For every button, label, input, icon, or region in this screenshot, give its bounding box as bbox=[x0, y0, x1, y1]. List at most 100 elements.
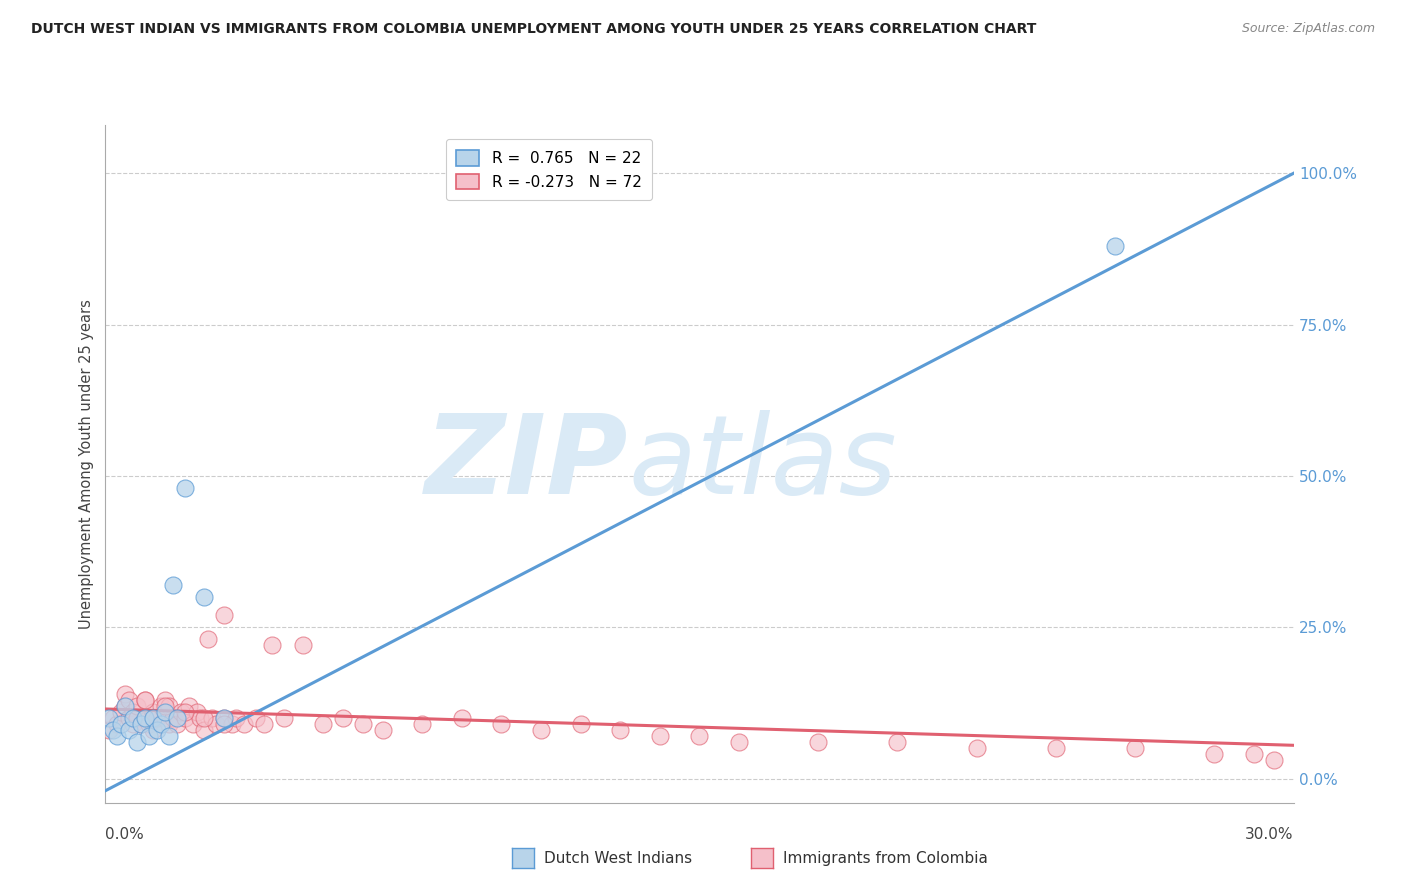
Point bbox=[173, 711, 195, 725]
Point bbox=[122, 711, 145, 725]
Point bbox=[142, 705, 165, 719]
Point bbox=[312, 717, 335, 731]
Point bbox=[332, 711, 354, 725]
Point bbox=[114, 698, 136, 713]
Point bbox=[530, 723, 553, 738]
Point bbox=[134, 711, 156, 725]
Point bbox=[129, 717, 152, 731]
Text: 0.0%: 0.0% bbox=[105, 827, 145, 841]
Point bbox=[352, 717, 374, 731]
Point bbox=[728, 735, 751, 749]
Point bbox=[157, 717, 180, 731]
Point bbox=[886, 735, 908, 749]
Point bbox=[807, 735, 830, 749]
Text: Source: ZipAtlas.com: Source: ZipAtlas.com bbox=[1241, 22, 1375, 36]
Point bbox=[118, 723, 141, 738]
Point bbox=[201, 711, 224, 725]
Point bbox=[1104, 239, 1126, 253]
Point bbox=[214, 717, 236, 731]
Point bbox=[118, 711, 141, 725]
Point bbox=[491, 717, 513, 731]
Point bbox=[149, 698, 172, 713]
Point bbox=[648, 729, 671, 743]
Point bbox=[153, 693, 176, 707]
Point bbox=[190, 711, 212, 725]
Point bbox=[114, 698, 136, 713]
Point bbox=[1123, 741, 1146, 756]
Point bbox=[177, 698, 200, 713]
Point bbox=[1243, 747, 1265, 762]
Point bbox=[162, 711, 184, 725]
Point bbox=[197, 632, 219, 647]
Point bbox=[166, 711, 188, 725]
Point bbox=[138, 729, 160, 743]
Point bbox=[110, 705, 132, 719]
Point bbox=[142, 723, 165, 738]
Point bbox=[173, 705, 195, 719]
Point bbox=[114, 687, 136, 701]
Point bbox=[170, 705, 193, 719]
Point bbox=[105, 729, 128, 743]
Text: Dutch West Indians: Dutch West Indians bbox=[544, 851, 692, 865]
Point bbox=[214, 711, 236, 725]
Point bbox=[450, 711, 472, 725]
Point bbox=[146, 711, 169, 725]
Point bbox=[245, 711, 267, 725]
Point bbox=[569, 717, 592, 731]
Point bbox=[153, 698, 176, 713]
Point bbox=[205, 717, 228, 731]
Point bbox=[110, 717, 132, 731]
Point bbox=[157, 698, 180, 713]
Point bbox=[193, 590, 215, 604]
Point bbox=[166, 717, 188, 731]
Point bbox=[253, 717, 276, 731]
Legend: R =  0.765   N = 22, R = -0.273   N = 72: R = 0.765 N = 22, R = -0.273 N = 72 bbox=[446, 139, 652, 201]
Point bbox=[127, 735, 149, 749]
Point bbox=[193, 711, 215, 725]
Point bbox=[129, 717, 152, 731]
Point bbox=[127, 711, 149, 725]
Point bbox=[181, 717, 204, 731]
Point bbox=[153, 711, 176, 725]
Point bbox=[221, 717, 243, 731]
Point bbox=[1045, 741, 1067, 756]
Point bbox=[966, 741, 988, 756]
Point bbox=[118, 693, 141, 707]
Point bbox=[103, 723, 125, 738]
Point bbox=[162, 578, 184, 592]
Point bbox=[609, 723, 631, 738]
Point bbox=[1204, 747, 1226, 762]
Point bbox=[157, 729, 180, 743]
Point bbox=[98, 711, 121, 725]
Text: 30.0%: 30.0% bbox=[1246, 827, 1294, 841]
Point bbox=[103, 711, 125, 725]
Point bbox=[153, 705, 176, 719]
Point bbox=[149, 717, 172, 731]
Point bbox=[214, 711, 236, 725]
Point bbox=[193, 723, 215, 738]
Point bbox=[142, 711, 165, 725]
Point bbox=[1263, 753, 1285, 767]
Point bbox=[186, 705, 208, 719]
Point bbox=[371, 723, 394, 738]
Point bbox=[260, 639, 283, 653]
Point bbox=[138, 717, 160, 731]
Text: atlas: atlas bbox=[628, 410, 897, 517]
Y-axis label: Unemployment Among Youth under 25 years: Unemployment Among Youth under 25 years bbox=[79, 299, 94, 629]
Point bbox=[122, 717, 145, 731]
Point bbox=[146, 723, 169, 738]
Point bbox=[105, 717, 128, 731]
Point bbox=[122, 705, 145, 719]
Point bbox=[134, 693, 156, 707]
Point bbox=[233, 717, 256, 731]
Text: ZIP: ZIP bbox=[425, 410, 628, 517]
Point bbox=[127, 698, 149, 713]
Point bbox=[411, 717, 433, 731]
Point bbox=[214, 608, 236, 623]
Point bbox=[134, 711, 156, 725]
Point bbox=[273, 711, 295, 725]
Text: Immigrants from Colombia: Immigrants from Colombia bbox=[783, 851, 988, 865]
Point bbox=[134, 693, 156, 707]
Point bbox=[292, 639, 315, 653]
Point bbox=[225, 711, 247, 725]
